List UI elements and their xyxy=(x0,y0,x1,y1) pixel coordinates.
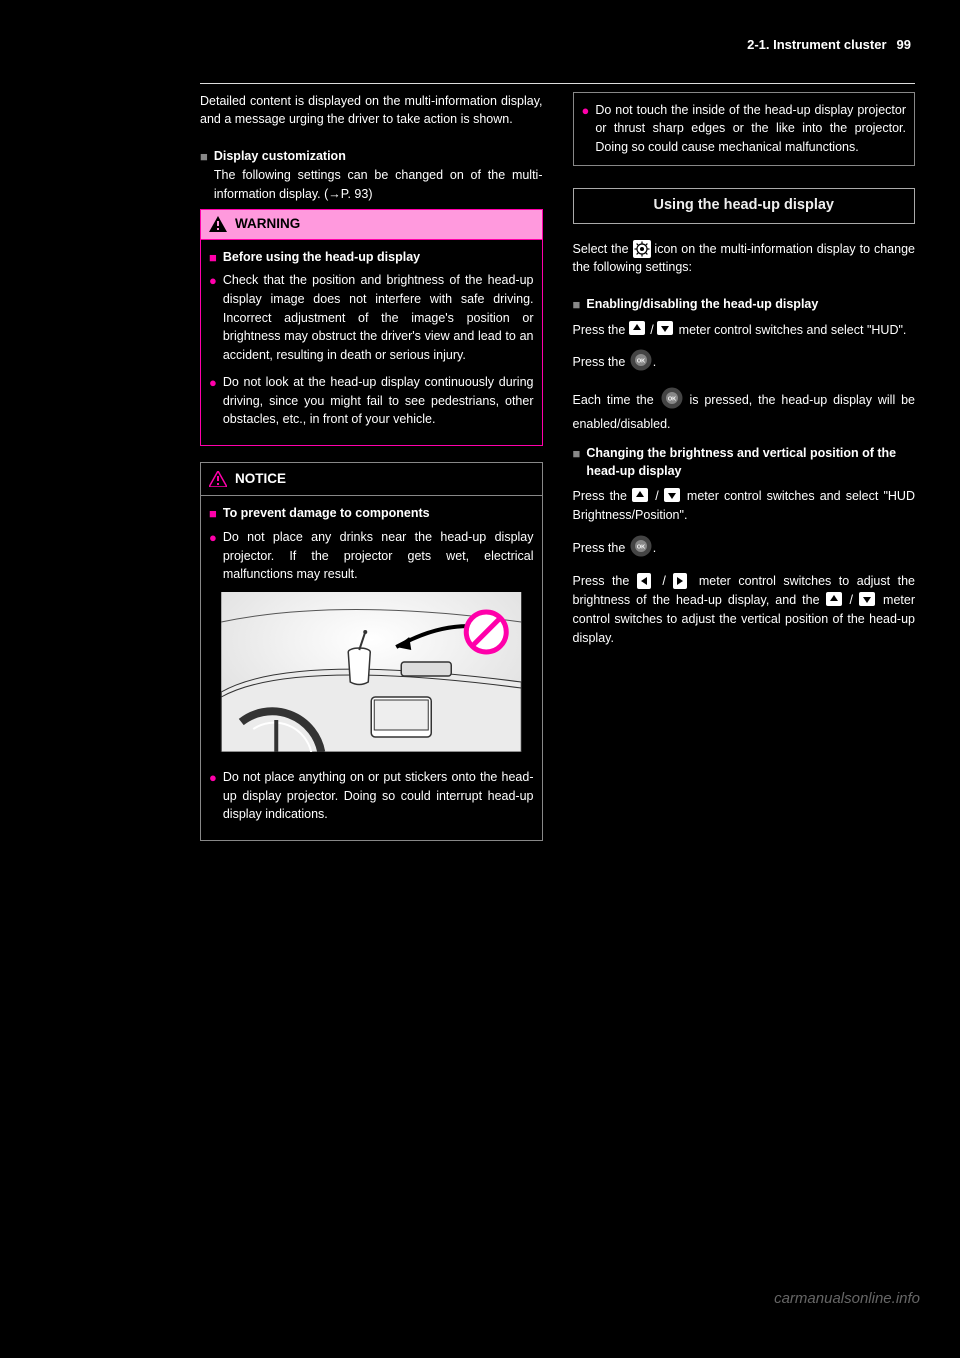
subsection-2-title: Changing the brightness and vertical pos… xyxy=(586,444,915,482)
square-bullet-pink-icon: ■ xyxy=(209,248,217,268)
page-number: 99 xyxy=(897,35,911,55)
warning-subhead-text: Before using the head-up display xyxy=(223,248,420,268)
square-bullet-gray-icon: ■ xyxy=(573,295,581,315)
notice-body: ■ To prevent damage to components ● Do n… xyxy=(201,496,542,840)
arrow-up-icon xyxy=(826,592,844,610)
caution-box: ● Do not touch the inside of the head-up… xyxy=(573,92,916,166)
page-header: 2-1. Instrument cluster 99 xyxy=(200,35,915,55)
section-title-text: Using the head-up display xyxy=(654,197,834,213)
arrow-right-icon xyxy=(673,573,691,591)
subsection-2-step-3: Press the / meter control switches to ad… xyxy=(573,572,916,647)
warning-item-2: ● Do not look at the head-up display con… xyxy=(209,373,534,429)
warning-header: WARNING xyxy=(201,210,542,239)
subsection-1-title: Enabling/disabling the head-up display xyxy=(586,295,818,315)
content-columns: Detailed content is displayed on the mul… xyxy=(200,92,915,842)
notice-item-1: ● Do not place any drinks near the head-… xyxy=(209,528,534,584)
arrow-up-icon xyxy=(632,488,650,506)
notice-header-label: NOTICE xyxy=(235,469,286,489)
notice-subhead-text: To prevent damage to components xyxy=(223,504,430,524)
svg-text:OK: OK xyxy=(637,359,645,365)
svg-text:OK: OK xyxy=(637,544,645,550)
arrow-up-icon xyxy=(629,321,647,339)
subsection-2-step-1: Press the / meter control switches and s… xyxy=(573,487,916,525)
header-divider xyxy=(200,83,915,84)
ok-button-icon: OK xyxy=(661,387,683,415)
display-customization-head: ■ Display customization The following se… xyxy=(200,147,543,203)
arrow-down-icon xyxy=(657,321,675,339)
subsection-1-step-3: Each time the OK is pressed, the head-up… xyxy=(573,387,916,434)
notice-header: NOTICE xyxy=(201,463,542,496)
notice-triangle-icon xyxy=(209,471,227,487)
warning-triangle-icon xyxy=(209,216,227,232)
round-bullet-pink-icon: ● xyxy=(209,528,217,584)
section-title-bar: Using the head-up display xyxy=(573,188,916,224)
subsection-1-step-1: Press the / meter control switches and s… xyxy=(573,321,916,340)
warning-item-1: ● Check that the position and brightness… xyxy=(209,271,534,365)
notice-box: NOTICE ■ To prevent damage to components… xyxy=(200,462,543,841)
ok-button-icon: OK xyxy=(630,535,652,563)
square-bullet-pink-icon: ■ xyxy=(209,504,217,524)
notice-item-2-text: Do not place anything on or put stickers… xyxy=(223,768,534,824)
subsection-1-head: ■ Enabling/disabling the head-up display xyxy=(573,295,916,315)
round-bullet-pink-icon: ● xyxy=(582,101,590,157)
arrow-left-icon xyxy=(637,573,655,591)
section-label: 2-1. Instrument cluster xyxy=(747,35,886,55)
display-customization-text: The following settings can be changed on… xyxy=(214,166,543,204)
dashboard-illustration xyxy=(213,592,530,752)
round-bullet-pink-icon: ● xyxy=(209,271,217,365)
svg-text:OK: OK xyxy=(667,397,675,403)
subsection-2-step-2: Press the OK . xyxy=(573,535,916,563)
manual-page: 2-1. Instrument cluster 99 Detailed cont… xyxy=(0,0,960,1320)
display-customization-label: Display customization xyxy=(214,147,543,166)
notice-item-1-text: Do not place any drinks near the head-up… xyxy=(223,528,534,584)
notice-illustration xyxy=(213,592,530,758)
subsection-2-head: ■ Changing the brightness and vertical p… xyxy=(573,444,916,482)
gear-icon xyxy=(633,240,651,258)
warning-header-label: WARNING xyxy=(235,214,300,234)
warning-body: ■ Before using the head-up display ● Che… xyxy=(201,240,542,446)
subsection-1-step-2: Press the OK . xyxy=(573,349,916,377)
intro-text: Select the xyxy=(573,240,916,278)
round-bullet-pink-icon: ● xyxy=(209,373,217,429)
warning-item-1-text: Check that the position and brightness o… xyxy=(223,271,534,365)
right-column: ● Do not touch the inside of the head-up… xyxy=(573,92,916,842)
warning-box: WARNING ■ Before using the head-up displ… xyxy=(200,209,543,446)
notice-subhead: ■ To prevent damage to components xyxy=(209,504,534,524)
left-column: Detailed content is displayed on the mul… xyxy=(200,92,543,842)
notice-item-2: ● Do not place anything on or put sticke… xyxy=(209,768,534,824)
square-bullet-gray-icon: ■ xyxy=(573,444,581,482)
ok-button-icon: OK xyxy=(630,349,652,377)
warning-subhead: ■ Before using the head-up display xyxy=(209,248,534,268)
square-bullet-icon: ■ xyxy=(200,147,208,203)
watermark: carmanualsonline.info xyxy=(774,1288,920,1311)
caution-item: ● Do not touch the inside of the head-up… xyxy=(582,101,907,157)
arrow-down-icon xyxy=(664,488,682,506)
warning-item-2-text: Do not look at the head-up display conti… xyxy=(223,373,534,429)
intro-paragraph: Detailed content is displayed on the mul… xyxy=(200,92,543,130)
arrow-down-icon xyxy=(859,592,877,610)
round-bullet-pink-icon: ● xyxy=(209,768,217,824)
display-customization-body: Display customization The following sett… xyxy=(214,147,543,203)
caution-item-text: Do not touch the inside of the head-up d… xyxy=(595,101,906,157)
